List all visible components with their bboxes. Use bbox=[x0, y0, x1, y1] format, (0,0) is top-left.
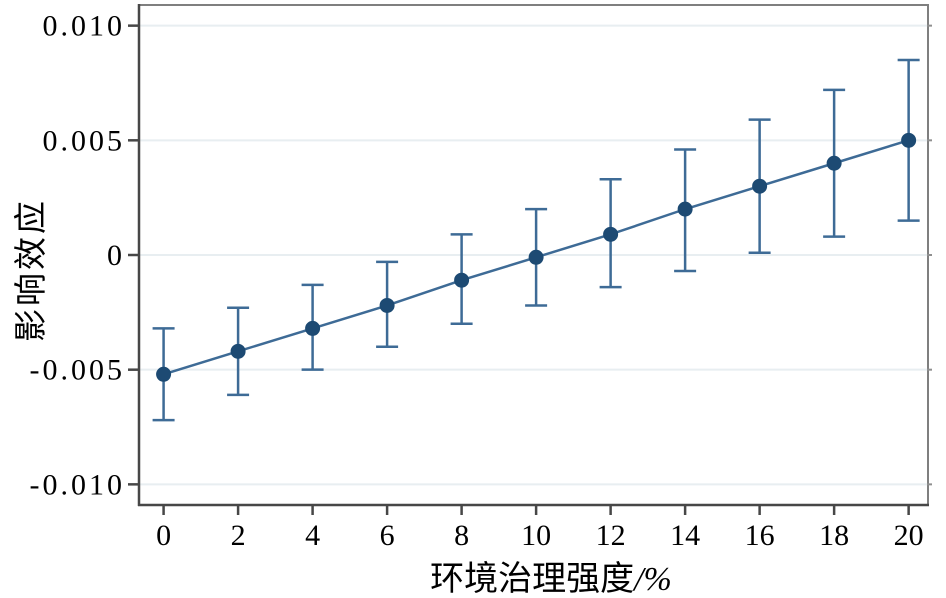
x-axis-title-unit: /% bbox=[634, 561, 672, 598]
x-tick-label: 0 bbox=[156, 519, 171, 552]
y-tick-label: -0.010 bbox=[30, 468, 126, 501]
x-tick-label: 2 bbox=[231, 519, 246, 552]
data-point bbox=[156, 366, 172, 382]
x-tick-label: 10 bbox=[521, 519, 551, 552]
data-point bbox=[603, 226, 619, 242]
data-point bbox=[752, 178, 768, 194]
y-tick-label: -0.005 bbox=[30, 354, 126, 387]
data-point bbox=[454, 272, 470, 288]
data-point bbox=[305, 320, 321, 336]
x-tick-label: 4 bbox=[305, 519, 320, 552]
x-tick-label: 18 bbox=[819, 519, 849, 552]
data-point bbox=[901, 132, 917, 148]
x-axis-title-text: 环境治理强度 bbox=[430, 561, 635, 598]
data-point bbox=[379, 297, 395, 313]
x-tick-label: 6 bbox=[380, 519, 395, 552]
data-point bbox=[826, 155, 842, 171]
x-tick-label: 16 bbox=[745, 519, 775, 552]
y-axis-title: 影响效应 bbox=[14, 198, 50, 342]
x-tick-label: 20 bbox=[894, 519, 924, 552]
data-point bbox=[677, 201, 693, 217]
data-point bbox=[528, 249, 544, 265]
y-tick-label: 0.010 bbox=[43, 10, 126, 43]
y-tick-label: 0 bbox=[107, 239, 125, 272]
x-axis-title: 环境治理强度/% bbox=[430, 551, 672, 598]
x-tick-label: 14 bbox=[670, 519, 700, 552]
data-point bbox=[230, 343, 246, 359]
y-tick-label: 0.005 bbox=[43, 124, 126, 157]
x-tick-label: 12 bbox=[596, 519, 626, 552]
x-tick-label: 8 bbox=[454, 519, 469, 552]
